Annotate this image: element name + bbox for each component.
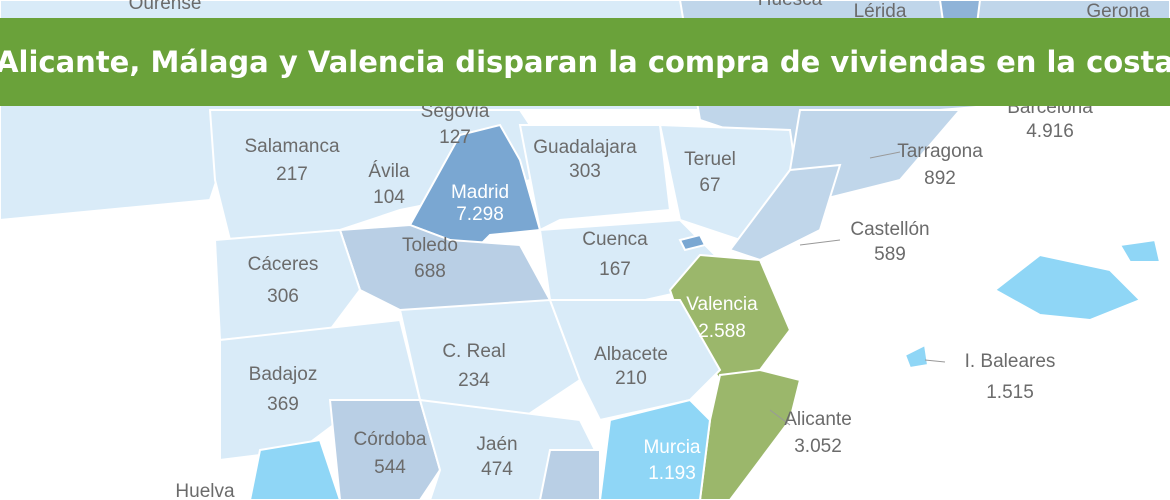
region-name: Alicante: [784, 409, 852, 430]
region-value: 1.193: [648, 463, 696, 484]
region-value: 303: [569, 161, 601, 182]
region-name: Murcia: [643, 437, 700, 458]
region: [993, 253, 1142, 322]
region-value: 306: [267, 286, 299, 307]
map-label: Huelva: [175, 481, 235, 500]
region-name: Salamanca: [244, 136, 339, 157]
region: [598, 398, 712, 500]
region-name: Madrid: [451, 182, 509, 203]
region-name: Badajoz: [249, 364, 318, 385]
leader-line: [924, 359, 946, 363]
region: [728, 163, 842, 262]
region: [538, 449, 601, 500]
region: [213, 228, 362, 342]
region-name: Albacete: [594, 344, 668, 365]
region-value: 474: [481, 459, 513, 480]
region-value: 4.916: [1026, 121, 1074, 142]
region-value: 67: [699, 175, 720, 196]
region: [698, 368, 802, 500]
region-value: 234: [458, 370, 490, 391]
region-name: Segovia: [421, 101, 490, 122]
region: [328, 399, 442, 500]
region-value: 104: [373, 187, 405, 208]
region: [248, 438, 342, 500]
region: [903, 343, 930, 370]
region-name: Guadalajara: [533, 137, 637, 158]
map-label: Gerona: [1086, 1, 1150, 22]
region: [678, 233, 707, 252]
leader-line: [869, 151, 901, 159]
region-value: 369: [267, 394, 299, 415]
region: [1118, 238, 1162, 263]
region-value: 210: [615, 368, 647, 389]
region-name: Cuenca: [582, 229, 648, 250]
region-name: Tarragona: [897, 141, 983, 162]
leader-lines: [769, 151, 946, 426]
leader-line: [799, 239, 841, 246]
map-label: Huesca: [758, 0, 823, 10]
region-value: 892: [924, 168, 956, 189]
map-label: Lérida: [854, 1, 907, 22]
title-banner: Alicante, Málaga y Valencia disparan la …: [0, 18, 1170, 106]
region-labels: Segovia 127 Salamanca 217 Ávila 104 Madrid7.29…: [244, 97, 1093, 484]
map-label: Ourense: [129, 0, 202, 14]
region-name: Cáceres: [248, 254, 319, 275]
region-value: 688: [414, 261, 446, 282]
region-value: 1.515: [986, 382, 1034, 403]
region-name: Córdoba: [354, 429, 427, 450]
region-name: Jaén: [476, 434, 517, 455]
region-name: Ávila: [368, 161, 410, 182]
region-value: 3.052: [794, 436, 842, 457]
region-value: 2.588: [698, 321, 746, 342]
region-name: Toledo: [402, 235, 458, 256]
region-name: Teruel: [684, 149, 736, 170]
region-value: 167: [599, 259, 631, 280]
region-name: I. Baleares: [965, 351, 1056, 372]
region: [518, 124, 672, 232]
region-value: 217: [276, 164, 308, 185]
leader-line: [769, 409, 791, 426]
region-value: 7.298: [456, 204, 504, 225]
region-value: 127: [439, 127, 471, 148]
region-name: Castellón: [850, 219, 929, 240]
region-name: Valencia: [686, 294, 758, 315]
region-value: 544: [374, 457, 406, 478]
region-value: 589: [874, 244, 906, 265]
region-name: C. Real: [442, 341, 505, 362]
